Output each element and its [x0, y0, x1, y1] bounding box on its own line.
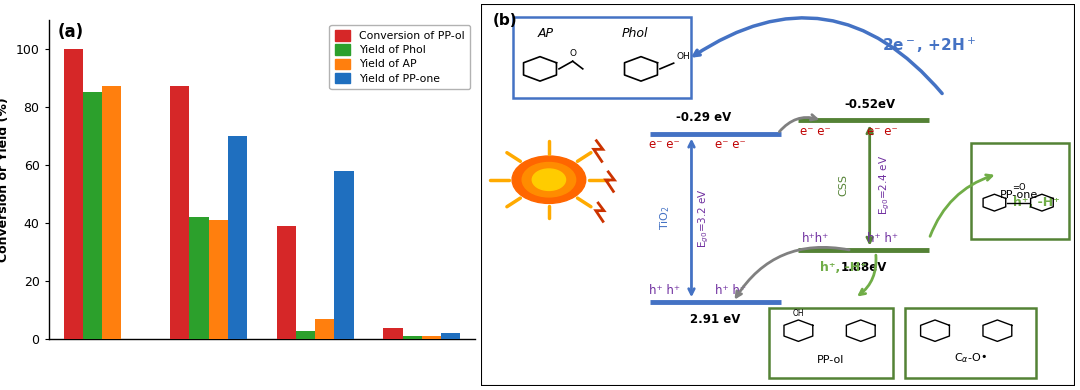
- Text: h⁺, -H⁺: h⁺, -H⁺: [1013, 196, 1059, 209]
- Circle shape: [532, 169, 566, 190]
- Bar: [102, 86, 121, 339]
- Text: (b): (b): [492, 13, 517, 28]
- Text: (a): (a): [57, 23, 83, 41]
- Text: E$_{g0}$=3.2 eV: E$_{g0}$=3.2 eV: [697, 188, 711, 248]
- Text: CSS: CSS: [838, 174, 848, 197]
- Bar: [383, 328, 403, 339]
- Text: e⁻ e⁻: e⁻ e⁻: [715, 138, 745, 151]
- Y-axis label: Conversion or Yield (%): Conversion or Yield (%): [0, 97, 10, 262]
- Text: h⁺ h⁺: h⁺ h⁺: [715, 284, 745, 297]
- Legend: Conversion of PP-ol, Yield of Phol, Yield of AP, Yield of PP-one: Conversion of PP-ol, Yield of Phol, Yiel…: [329, 25, 470, 89]
- Text: e⁻ e⁻: e⁻ e⁻: [649, 138, 680, 151]
- Text: E$_{g0}$=2.4 eV: E$_{g0}$=2.4 eV: [877, 155, 892, 216]
- Bar: [296, 331, 315, 339]
- Bar: [335, 171, 353, 339]
- Bar: [228, 136, 247, 339]
- Text: 2.91 eV: 2.91 eV: [690, 313, 741, 326]
- Text: 2e$^-$, +2H$^+$: 2e$^-$, +2H$^+$: [882, 36, 976, 55]
- Text: -0.29 eV: -0.29 eV: [676, 111, 731, 124]
- Bar: [208, 220, 228, 339]
- Text: h⁺ h⁺: h⁺ h⁺: [867, 232, 899, 245]
- Bar: [64, 49, 83, 339]
- Bar: [83, 92, 102, 339]
- Circle shape: [523, 163, 576, 197]
- Bar: [441, 333, 460, 339]
- Text: PP-ol: PP-ol: [818, 355, 845, 365]
- Bar: [189, 217, 208, 339]
- Text: e⁻ e⁻: e⁻ e⁻: [867, 125, 899, 138]
- Text: O: O: [569, 49, 576, 58]
- Text: PP-one: PP-one: [1000, 190, 1039, 200]
- Text: h⁺h⁺: h⁺h⁺: [801, 232, 828, 245]
- Bar: [276, 226, 296, 339]
- Text: h⁺ h⁺: h⁺ h⁺: [649, 284, 680, 297]
- Text: AP: AP: [538, 27, 554, 40]
- Bar: [403, 337, 422, 339]
- Text: TiO$_2$: TiO$_2$: [658, 206, 672, 230]
- Text: h⁺, -H⁺: h⁺, -H⁺: [820, 261, 866, 274]
- Text: =O: =O: [1013, 183, 1026, 192]
- Text: 1.88eV: 1.88eV: [840, 261, 887, 274]
- Bar: [422, 337, 441, 339]
- Text: -0.52eV: -0.52eV: [845, 98, 895, 111]
- Bar: [905, 308, 1036, 378]
- Text: e⁻ e⁻: e⁻ e⁻: [799, 125, 831, 138]
- Bar: [315, 319, 335, 339]
- Bar: [971, 144, 1069, 239]
- Text: C$_\alpha$-O•: C$_\alpha$-O•: [955, 351, 987, 365]
- Text: Phol: Phol: [622, 27, 648, 40]
- Bar: [513, 17, 691, 98]
- Bar: [769, 308, 893, 378]
- Text: OH: OH: [677, 52, 690, 61]
- Circle shape: [512, 156, 585, 204]
- Bar: [171, 86, 189, 339]
- Text: OH: OH: [793, 309, 805, 318]
